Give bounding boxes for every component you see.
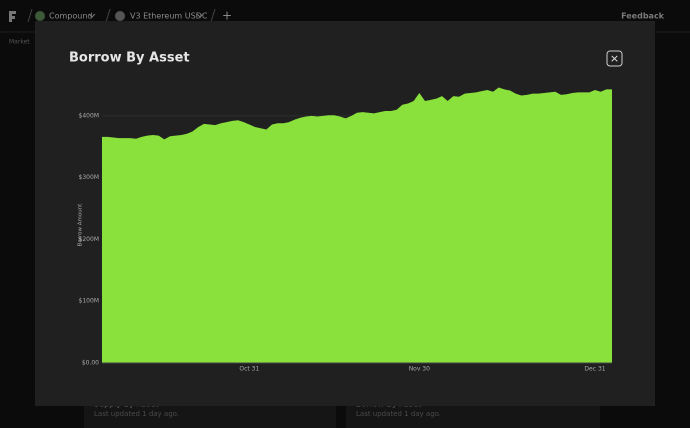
card-updated: Last updated 1 day ago. (94, 410, 179, 418)
project-name[interactable]: Compound (49, 12, 92, 21)
y-tick-label: $300M (79, 174, 99, 181)
dropdown-icon[interactable] (196, 13, 204, 18)
y-tick-label: $200M (79, 236, 99, 243)
x-tick-label: Oct 31 (239, 366, 259, 373)
add-button[interactable]: + (222, 9, 232, 23)
y-tick-label: $100M (79, 298, 99, 305)
separator (27, 8, 33, 23)
market-name[interactable]: V3 Ethereum USDC (130, 12, 208, 21)
separator (105, 8, 111, 23)
project-icon (35, 11, 45, 21)
y-tick-label: $400M (79, 112, 99, 119)
close-icon[interactable]: × (610, 52, 619, 65)
dropdown-icon[interactable] (88, 13, 96, 18)
tab[interactable]: Market (9, 39, 30, 46)
x-tick-label: Nov 30 (409, 366, 430, 373)
separator (210, 8, 216, 23)
card-updated: Last updated 1 day ago. (356, 410, 441, 418)
y-axis-title: Borrow Amount (78, 203, 84, 247)
close-button[interactable] (606, 50, 623, 67)
logo[interactable] (9, 11, 16, 22)
modal-title: Borrow By Asset (69, 51, 190, 66)
area (102, 87, 612, 364)
feedback-button[interactable]: Feedback (621, 12, 665, 21)
x-tick-label: Dec 31 (584, 366, 605, 373)
market-icon (115, 11, 125, 21)
plot: $0.00 $100M $200M $300M $400M Oct 31 Nov 30 Dec… (79, 87, 612, 373)
y-tick-label: $0.00 (82, 360, 99, 367)
